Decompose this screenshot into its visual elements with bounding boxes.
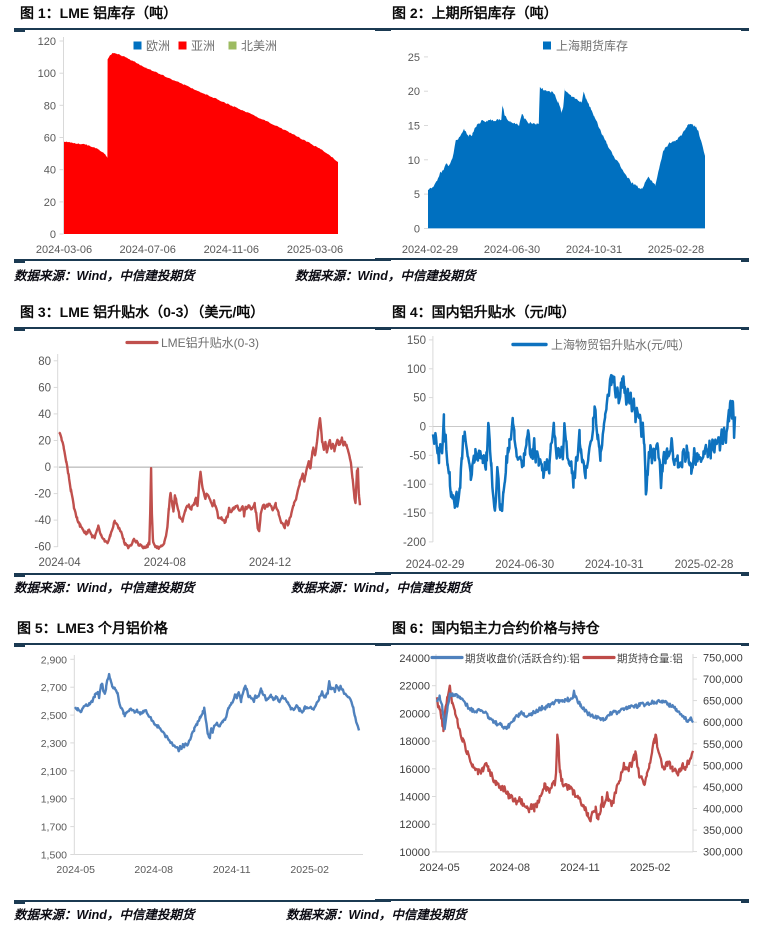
svg-text:24000: 24000 xyxy=(399,653,430,665)
svg-text:60: 60 xyxy=(38,382,51,394)
svg-text:700,000: 700,000 xyxy=(703,674,743,686)
svg-text:500,000: 500,000 xyxy=(703,760,743,772)
svg-text:100: 100 xyxy=(38,68,56,80)
svg-text:-20: -20 xyxy=(34,489,51,501)
svg-text:2025-02-28: 2025-02-28 xyxy=(648,244,704,256)
svg-text:2,300: 2,300 xyxy=(41,738,67,750)
svg-text:2024-11-06: 2024-11-06 xyxy=(204,244,259,256)
svg-text:亚洲: 亚洲 xyxy=(191,39,215,53)
svg-text:2025-02: 2025-02 xyxy=(630,862,670,874)
svg-text:欧洲: 欧洲 xyxy=(146,39,170,53)
svg-text:600,000: 600,000 xyxy=(703,717,743,729)
svg-text:2024-06-30: 2024-06-30 xyxy=(484,244,540,256)
svg-text:12000: 12000 xyxy=(399,819,430,831)
svg-text:2024-08: 2024-08 xyxy=(134,864,173,876)
svg-text:2,700: 2,700 xyxy=(41,682,67,694)
svg-text:2024-04: 2024-04 xyxy=(38,557,81,569)
svg-text:22000: 22000 xyxy=(399,681,430,693)
svg-text:期货收盘价(活跃合约):铝: 期货收盘价(活跃合约):铝 xyxy=(465,652,580,665)
svg-text:15: 15 xyxy=(408,121,420,133)
svg-text:-100: -100 xyxy=(403,479,426,491)
svg-text:150: 150 xyxy=(407,335,426,347)
svg-text:2025-02-28: 2025-02-28 xyxy=(675,559,734,571)
svg-text:-50: -50 xyxy=(409,450,426,462)
svg-text:2024-02-29: 2024-02-29 xyxy=(402,244,458,256)
svg-text:2025-02: 2025-02 xyxy=(290,864,329,876)
svg-text:0: 0 xyxy=(414,224,420,236)
svg-text:0: 0 xyxy=(420,422,426,434)
svg-text:2024-06-30: 2024-06-30 xyxy=(495,559,554,571)
svg-text:10: 10 xyxy=(408,155,420,167)
svg-text:20: 20 xyxy=(44,197,56,209)
svg-text:5: 5 xyxy=(414,189,420,201)
svg-text:16000: 16000 xyxy=(399,764,430,776)
svg-text:1,700: 1,700 xyxy=(41,822,67,834)
svg-text:20: 20 xyxy=(38,436,51,448)
svg-text:300,000: 300,000 xyxy=(703,847,743,859)
svg-text:2,100: 2,100 xyxy=(41,766,67,778)
svg-text:-60: -60 xyxy=(34,542,51,554)
svg-text:0: 0 xyxy=(45,462,51,474)
svg-text:1,900: 1,900 xyxy=(41,794,67,806)
svg-text:2024-03-06: 2024-03-06 xyxy=(36,244,92,256)
svg-text:2,900: 2,900 xyxy=(41,654,67,666)
svg-text:350,000: 350,000 xyxy=(703,825,743,837)
svg-text:LME铝升贴水(0-3): LME铝升贴水(0-3) xyxy=(161,335,259,350)
svg-text:14000: 14000 xyxy=(399,792,430,804)
svg-text:2024-05: 2024-05 xyxy=(419,862,459,874)
svg-text:40: 40 xyxy=(38,409,51,421)
svg-text:2024-08: 2024-08 xyxy=(490,862,530,874)
svg-text:期货持仓量:铝: 期货持仓量:铝 xyxy=(617,652,683,665)
svg-text:上海期货库存: 上海期货库存 xyxy=(556,38,628,53)
svg-text:120: 120 xyxy=(38,36,56,48)
svg-text:550,000: 550,000 xyxy=(703,739,743,751)
svg-text:80: 80 xyxy=(38,356,51,368)
svg-text:18000: 18000 xyxy=(399,736,430,748)
svg-text:2024-11: 2024-11 xyxy=(213,864,251,876)
svg-text:-40: -40 xyxy=(34,515,51,527)
svg-text:2024-10-31: 2024-10-31 xyxy=(585,559,644,571)
svg-text:2024-08: 2024-08 xyxy=(144,557,186,569)
svg-text:0: 0 xyxy=(50,229,56,241)
svg-text:750,000: 750,000 xyxy=(703,653,743,665)
svg-text:25: 25 xyxy=(408,52,420,64)
svg-text:2025-03-06: 2025-03-06 xyxy=(287,244,343,256)
svg-text:上海物贸铝升贴水(元/吨）: 上海物贸铝升贴水(元/吨） xyxy=(551,337,690,352)
svg-text:2024-11: 2024-11 xyxy=(560,862,600,874)
svg-text:10000: 10000 xyxy=(399,847,430,859)
svg-text:20000: 20000 xyxy=(399,708,430,720)
svg-text:100: 100 xyxy=(407,364,426,376)
svg-text:400,000: 400,000 xyxy=(703,804,743,816)
svg-text:-200: -200 xyxy=(403,537,426,549)
svg-text:北美洲: 北美洲 xyxy=(241,39,277,53)
svg-text:2024-02-29: 2024-02-29 xyxy=(406,559,465,571)
svg-text:40: 40 xyxy=(44,165,56,177)
svg-text:650,000: 650,000 xyxy=(703,696,743,708)
svg-text:-150: -150 xyxy=(403,508,426,520)
svg-text:2024-12: 2024-12 xyxy=(249,557,291,569)
svg-text:2024-10-31: 2024-10-31 xyxy=(566,244,622,256)
svg-text:20: 20 xyxy=(408,86,420,98)
svg-text:60: 60 xyxy=(44,133,56,145)
svg-text:50: 50 xyxy=(413,393,426,405)
svg-text:1,500: 1,500 xyxy=(41,850,67,862)
svg-text:2024-05: 2024-05 xyxy=(56,864,95,876)
svg-text:2024-07-06: 2024-07-06 xyxy=(120,244,176,256)
svg-text:450,000: 450,000 xyxy=(703,782,743,794)
svg-text:2,500: 2,500 xyxy=(41,710,67,722)
svg-text:80: 80 xyxy=(44,100,56,112)
